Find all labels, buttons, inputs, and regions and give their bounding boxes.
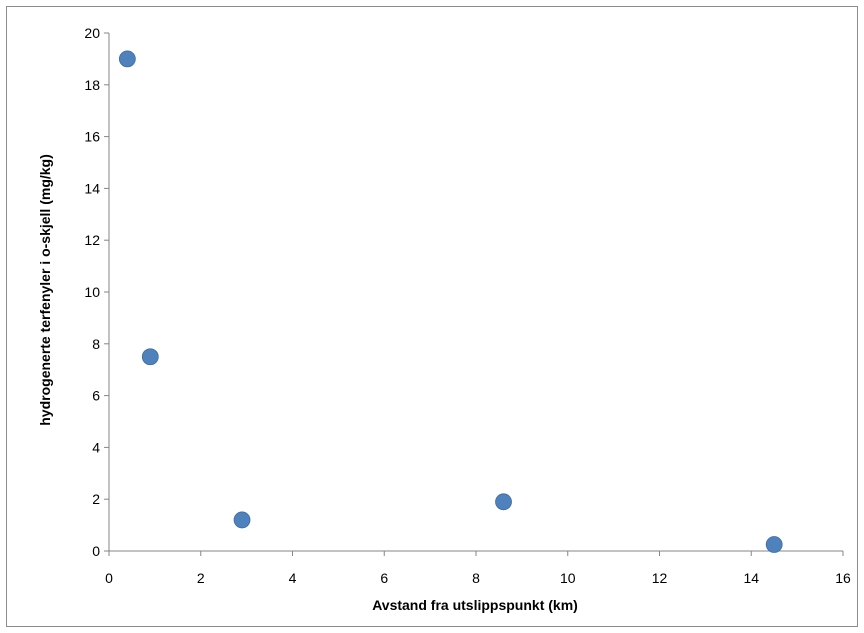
y-tick-label: 2 <box>92 491 100 507</box>
axes <box>108 33 843 552</box>
y-tick-label: 14 <box>84 180 100 196</box>
y-tick-label: 4 <box>92 439 100 455</box>
chart-frame <box>6 6 858 627</box>
y-tick-label: 0 <box>92 543 100 559</box>
y-tick-label: 10 <box>84 284 100 300</box>
y-tick-label: 12 <box>84 232 100 248</box>
y-axis-ticks: 0 2 4 6 8 10 12 14 16 18 20 <box>84 25 109 559</box>
data-points <box>118 50 783 553</box>
data-point <box>233 511 251 529</box>
data-point <box>141 348 159 366</box>
x-tick-label: 16 <box>835 570 851 586</box>
x-tick-label: 8 <box>472 570 480 586</box>
y-tick-label: 16 <box>84 129 100 145</box>
x-axis-title: Avstand fra utslippspunkt (km) <box>372 597 578 613</box>
x-tick-label: 0 <box>105 570 113 586</box>
data-point <box>495 493 512 511</box>
x-tick-label: 4 <box>289 570 297 586</box>
y-tick-label: 8 <box>92 336 100 352</box>
data-point <box>118 50 136 68</box>
y-tick-label: 18 <box>84 77 100 93</box>
x-tick-label: 6 <box>380 570 388 586</box>
y-tick-label: 6 <box>92 388 100 404</box>
x-tick-label: 12 <box>652 570 668 586</box>
x-tick-label: 14 <box>743 570 759 586</box>
x-tick-label: 10 <box>560 570 576 586</box>
x-tick-label: 2 <box>197 570 205 586</box>
y-tick-label: 20 <box>84 25 100 41</box>
x-axis-ticks: 0 2 4 6 8 10 12 14 16 <box>105 551 851 586</box>
y-axis-title: hydrogenerte terfenyler i o-skjell (mg/k… <box>37 154 53 426</box>
data-point <box>765 536 783 553</box>
